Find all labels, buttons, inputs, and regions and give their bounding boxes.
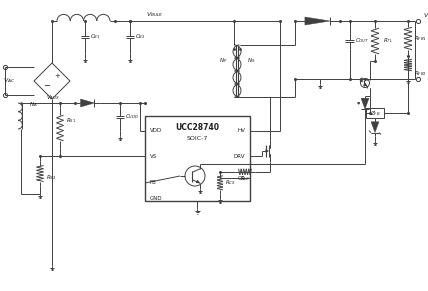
Text: DRV: DRV [234, 153, 245, 159]
Text: +: + [54, 73, 60, 79]
Text: UCC28740: UCC28740 [175, 123, 220, 132]
Text: $R_{LC}$: $R_{LC}$ [240, 174, 250, 183]
Text: VDD: VDD [150, 129, 162, 134]
Text: VS: VS [150, 153, 157, 159]
Text: $R_{CS}$: $R_{CS}$ [225, 178, 236, 187]
Text: $V_{AUX}$: $V_{AUX}$ [46, 93, 60, 102]
Text: $R_{FB1}$: $R_{FB1}$ [414, 35, 427, 43]
Text: $V_{OUT}$: $V_{OUT}$ [423, 12, 428, 20]
Text: HV: HV [237, 129, 245, 134]
Text: $V_{AC}$: $V_{AC}$ [3, 77, 15, 86]
Text: −: − [44, 81, 51, 91]
Polygon shape [305, 17, 330, 25]
Polygon shape [361, 98, 369, 109]
Text: $C_{VDD}$: $C_{VDD}$ [125, 113, 139, 121]
Polygon shape [80, 99, 95, 107]
Text: $C_{OUT}$: $C_{OUT}$ [355, 37, 369, 45]
Bar [366, 108, 384, 118]
Text: CS: CS [238, 175, 245, 180]
Text: $Z_{FB}$: $Z_{FB}$ [370, 109, 380, 118]
Bar [145, 116, 250, 201]
Text: $C_{B2}$: $C_{B2}$ [135, 33, 146, 41]
Text: $R_{TL}$: $R_{TL}$ [383, 37, 393, 45]
Text: SOIC-7: SOIC-7 [187, 136, 208, 141]
Text: $R_{S2}$: $R_{S2}$ [46, 173, 56, 182]
Text: $N_S$: $N_S$ [247, 56, 255, 65]
Text: $R_{FB2}$: $R_{FB2}$ [414, 70, 427, 79]
Polygon shape [371, 122, 379, 133]
Text: FB: FB [150, 180, 157, 185]
Text: $N_P$: $N_P$ [219, 56, 227, 65]
Text: $V_{BULK}$: $V_{BULK}$ [146, 10, 164, 19]
Text: $R_{S1}$: $R_{S1}$ [66, 117, 76, 125]
Text: $C_{B1}$: $C_{B1}$ [90, 33, 101, 41]
Text: GND: GND [150, 196, 163, 201]
Text: $N_A$: $N_A$ [29, 101, 38, 109]
